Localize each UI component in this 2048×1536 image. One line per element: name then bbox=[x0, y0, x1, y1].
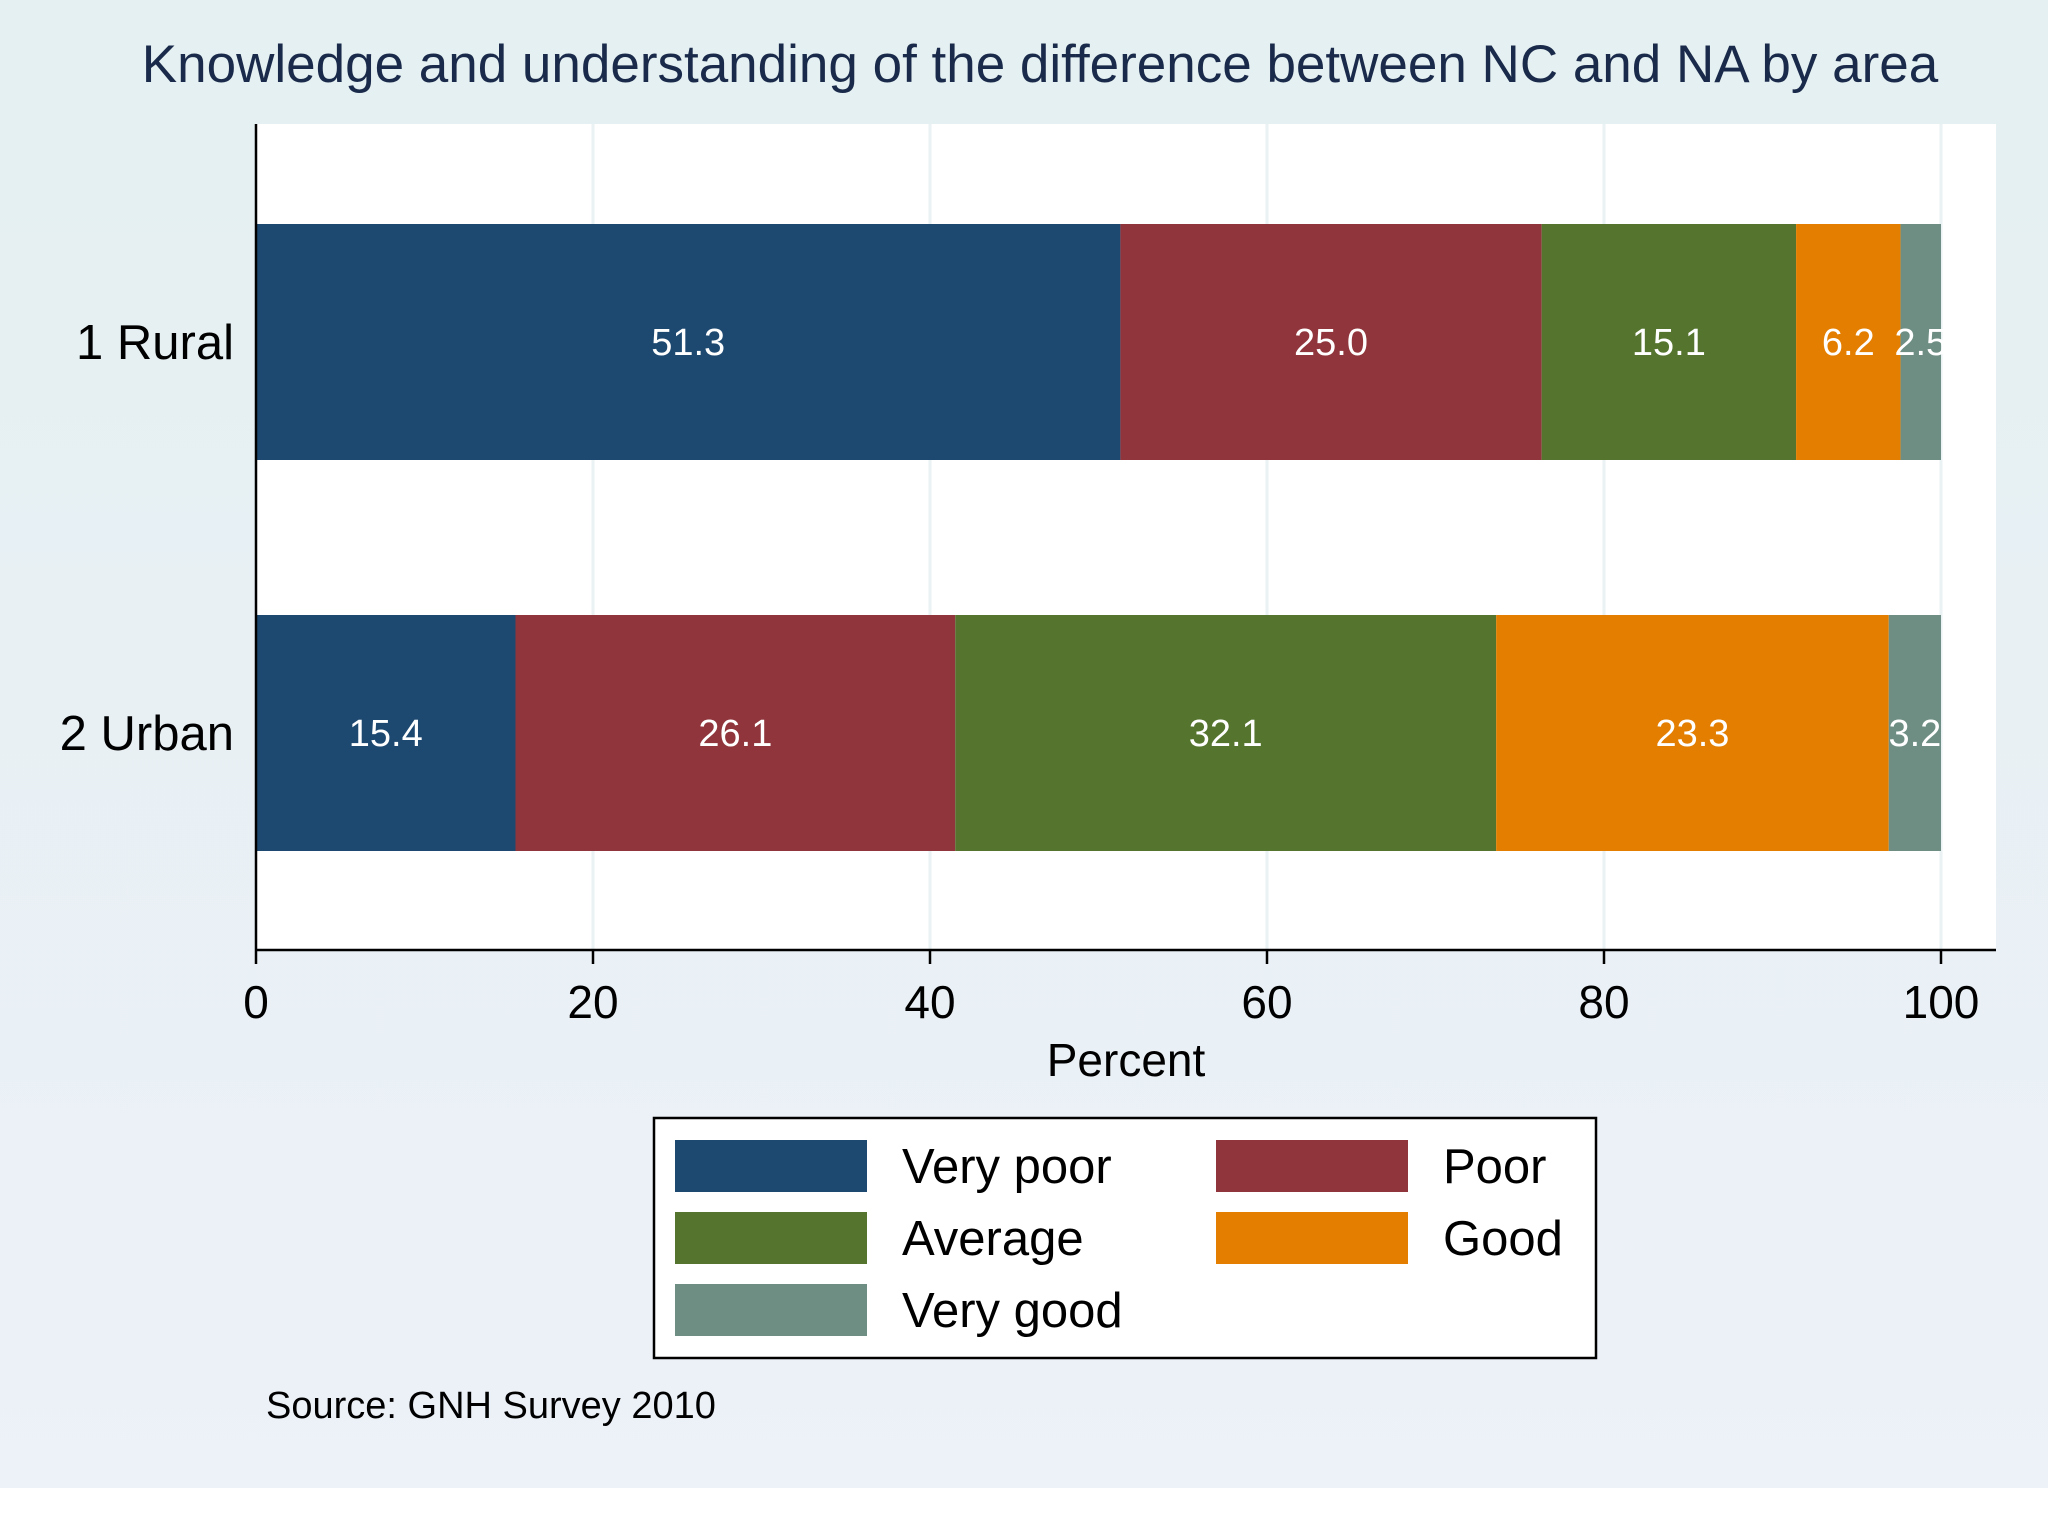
legend-label: Average bbox=[902, 1212, 1084, 1266]
legend-swatch bbox=[1216, 1212, 1408, 1264]
legend-label: Poor bbox=[1443, 1140, 1547, 1194]
bar-value-label: 15.4 bbox=[349, 713, 423, 755]
x-tick-label: 100 bbox=[1903, 976, 1980, 1028]
x-tick-label: 80 bbox=[1578, 976, 1629, 1028]
x-tick-label: 0 bbox=[243, 976, 269, 1028]
bar-value-label: 26.1 bbox=[698, 713, 772, 755]
bar-segment bbox=[1796, 224, 1901, 460]
bar-value-label: 25.0 bbox=[1294, 322, 1368, 364]
bar-value-label: 51.3 bbox=[651, 322, 725, 364]
page-margin bbox=[0, 1488, 2048, 1536]
legend-swatch bbox=[675, 1212, 867, 1264]
bar-segment bbox=[256, 615, 516, 851]
x-axis-title: Percent bbox=[1047, 1034, 1206, 1086]
bar-segment bbox=[955, 615, 1497, 851]
legend-swatch bbox=[1216, 1140, 1408, 1192]
x-ticks: 0 20 40 60 80 100 bbox=[243, 950, 1979, 1028]
legend-label: Very good bbox=[902, 1284, 1123, 1338]
bar-value-label: 23.3 bbox=[1655, 713, 1729, 755]
bar-segment bbox=[256, 224, 1121, 460]
legend-swatch bbox=[675, 1284, 867, 1336]
bar-value-label: 15.1 bbox=[1632, 322, 1706, 364]
x-tick-label: 60 bbox=[1241, 976, 1292, 1028]
bar-labels: 51.3 25.0 15.1 6.2 2.5 15.4 26.1 32.1 23.3 3.2 bbox=[349, 322, 1947, 755]
x-tick-label: 40 bbox=[904, 976, 955, 1028]
bar-value-label: 2.5 bbox=[1894, 322, 1947, 364]
category-label: 1 Rural bbox=[76, 316, 234, 370]
x-tick-label: 20 bbox=[567, 976, 618, 1028]
bar-segment bbox=[1888, 615, 1941, 851]
category-labels: 1 Rural 2 Urban bbox=[60, 316, 234, 761]
legend-items: Very poor Poor Average Good Very good bbox=[675, 1140, 1563, 1338]
category-label: 2 Urban bbox=[60, 707, 234, 761]
bar-segment bbox=[515, 615, 956, 851]
legend-label: Very poor bbox=[902, 1140, 1112, 1194]
bar-value-label: 3.2 bbox=[1888, 713, 1941, 755]
legend-label: Good bbox=[1443, 1212, 1563, 1266]
bar-value-label: 32.1 bbox=[1189, 713, 1263, 755]
bar-segment bbox=[1900, 224, 1941, 460]
legend-swatch bbox=[675, 1140, 867, 1192]
source-note: Source: GNH Survey 2010 bbox=[266, 1385, 716, 1427]
legend: Very poor Poor Average Good Very good bbox=[652, 1116, 1598, 1360]
chart-title: Knowledge and understanding of the diffe… bbox=[142, 35, 1939, 94]
bar-segment bbox=[1120, 224, 1542, 460]
bar-value-label: 6.2 bbox=[1822, 322, 1875, 364]
bar-segment bbox=[1541, 224, 1797, 460]
bars bbox=[256, 224, 1941, 851]
bar-segment bbox=[1496, 615, 1889, 851]
